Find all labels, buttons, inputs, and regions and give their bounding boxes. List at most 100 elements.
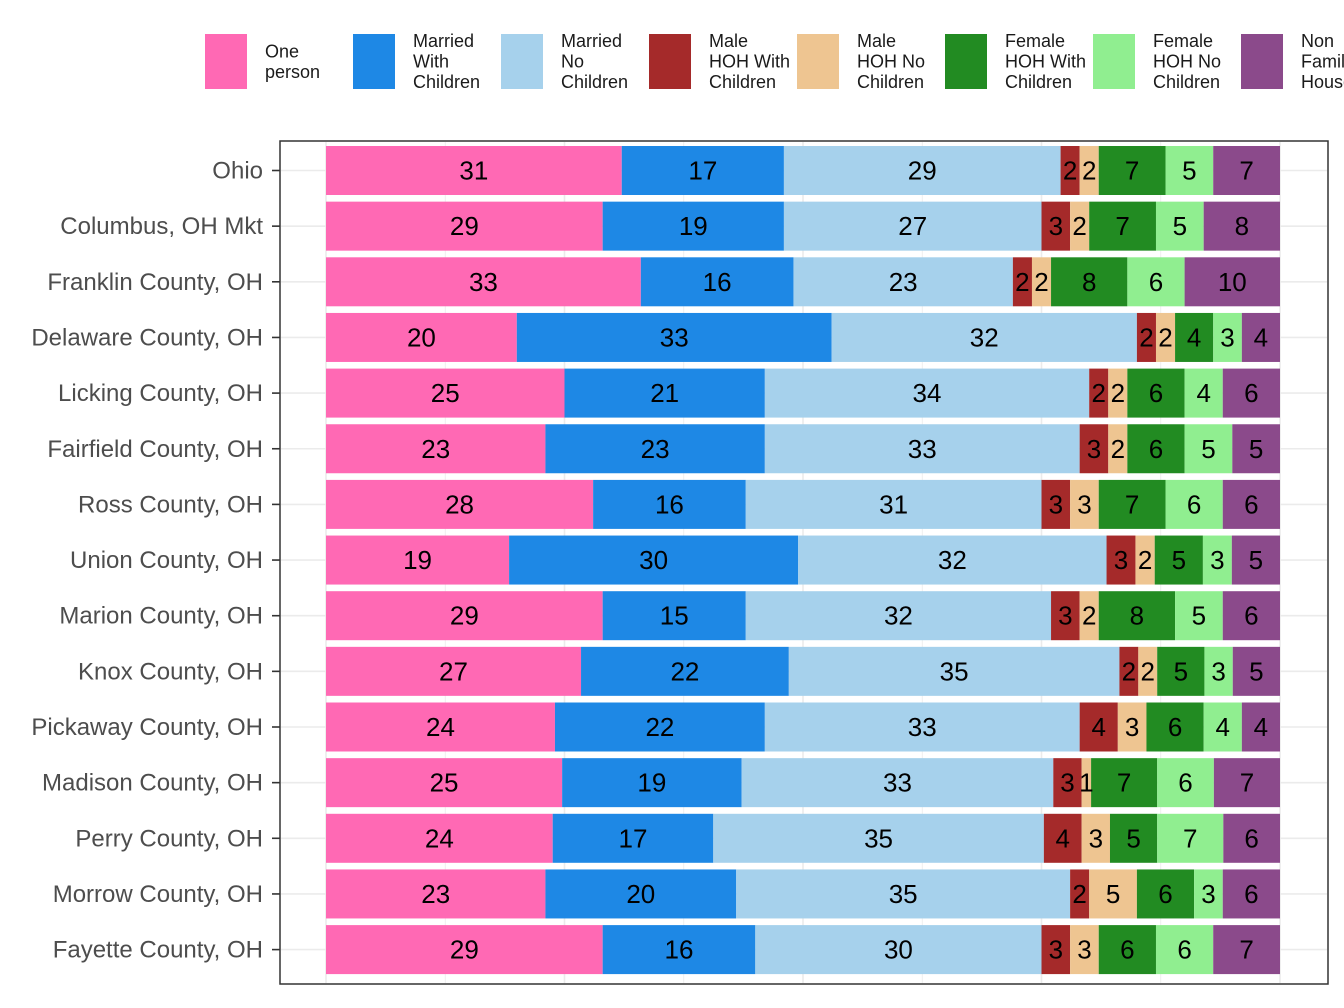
bar-female-hoh-with-children	[1091, 758, 1158, 808]
data-label: 29	[908, 156, 937, 186]
legend-label: Male	[709, 31, 748, 51]
data-label: 33	[883, 768, 912, 798]
bar-married-no-children	[755, 925, 1042, 975]
y-tick-label: Licking County, OH	[58, 380, 263, 407]
bar-male-hoh-no-children	[1031, 257, 1052, 307]
data-label: 19	[679, 211, 708, 241]
legend-label: With	[413, 52, 449, 72]
bar-married-no-children	[831, 312, 1137, 362]
data-label: 6	[1187, 489, 1201, 519]
data-label: 5	[1201, 434, 1215, 464]
bar-male-hoh-with-children	[1051, 591, 1080, 641]
bar-married-with-children	[640, 257, 794, 307]
data-label: 6	[1244, 489, 1258, 519]
data-label: 19	[637, 768, 666, 798]
bar-male-hoh-with-children	[1041, 925, 1071, 975]
data-label: 2	[1111, 378, 1125, 408]
bar-non-family-households	[1222, 591, 1280, 641]
data-label: 33	[469, 267, 498, 297]
bar-female-hoh-no-children	[1127, 257, 1185, 307]
bar-one-person	[326, 368, 565, 418]
bar-male-hoh-with-children	[1079, 702, 1118, 752]
bar-male-hoh-no-children	[1079, 146, 1099, 195]
bar-male-hoh-no-children	[1070, 925, 1099, 975]
bar-non-family-households	[1213, 925, 1280, 975]
legend-label: HOH With	[1005, 52, 1086, 72]
y-tick-label: Madison County, OH	[42, 770, 263, 797]
bar-married-with-children	[552, 813, 714, 863]
legend-key	[945, 34, 987, 89]
bar-married-with-children	[564, 368, 765, 418]
data-label: 3	[1060, 768, 1074, 798]
data-label: 6	[1178, 768, 1192, 798]
legend-key	[797, 34, 839, 89]
data-label: 30	[639, 545, 668, 575]
data-label: 8	[1235, 211, 1249, 241]
bar-female-hoh-with-children	[1136, 869, 1195, 919]
data-label: 3	[1125, 712, 1139, 742]
bar-female-hoh-no-children	[1155, 925, 1214, 975]
bar-male-hoh-no-children	[1081, 813, 1110, 863]
bar-male-hoh-with-children	[1012, 257, 1032, 307]
data-label: 29	[450, 211, 479, 241]
bar-married-with-children	[602, 925, 756, 975]
bar-one-person	[326, 646, 582, 696]
bar-male-hoh-with-children	[1106, 535, 1136, 585]
legend-item-non-family-households: NonFamilyHouseholds	[1241, 31, 1344, 92]
data-label: 32	[970, 322, 999, 352]
data-label: 3	[1211, 656, 1225, 686]
data-label: 16	[665, 935, 694, 965]
data-label: 6	[1158, 879, 1172, 909]
bar-female-hoh-no-children	[1184, 424, 1233, 474]
bar-non-family-households	[1222, 368, 1280, 418]
data-label: 25	[431, 378, 460, 408]
y-tick-label: Perry County, OH	[75, 825, 263, 852]
data-label: 2	[1092, 378, 1106, 408]
data-label: 4	[1216, 712, 1230, 742]
bar-male-hoh-no-children	[1138, 646, 1158, 696]
legend-label: Married	[561, 31, 622, 51]
data-label: 6	[1168, 712, 1182, 742]
legend-key	[1093, 34, 1135, 89]
y-axis-ticks	[272, 169, 280, 951]
data-label: 24	[425, 823, 454, 853]
data-label: 7	[1239, 156, 1253, 186]
legend-label: HOH With	[709, 52, 790, 72]
data-label: 3	[1049, 935, 1063, 965]
data-label: 3	[1077, 489, 1091, 519]
data-label: 6	[1244, 378, 1258, 408]
legend-label: One	[265, 41, 299, 61]
data-label: 15	[660, 601, 689, 631]
data-label: 6	[1244, 823, 1258, 853]
bar-non-family-households	[1222, 479, 1280, 529]
data-label: 6	[1149, 378, 1163, 408]
bar-female-hoh-with-children	[1098, 925, 1156, 975]
legend-label: Children	[709, 72, 776, 92]
bar-non-family-households	[1213, 758, 1280, 808]
bar-married-with-children	[621, 146, 784, 195]
bar-married-with-children	[509, 535, 799, 585]
data-label: 6	[1177, 935, 1191, 965]
data-label: 23	[641, 434, 670, 464]
data-label: 4	[1092, 712, 1106, 742]
data-label: 23	[421, 879, 450, 909]
data-label: 5	[1182, 156, 1196, 186]
data-label: 3	[1089, 823, 1103, 853]
bar-female-hoh-no-children	[1157, 758, 1214, 808]
bar-male-hoh-with-children	[1119, 646, 1139, 696]
bar-married-with-children	[602, 591, 746, 641]
y-tick-label: Knox County, OH	[78, 658, 263, 685]
data-label: 7	[1240, 768, 1254, 798]
bar-married-no-children	[745, 479, 1042, 529]
bar-female-hoh-with-children	[1098, 146, 1166, 195]
bar-female-hoh-no-children	[1155, 201, 1204, 251]
data-label: 16	[703, 267, 732, 297]
data-label: 6	[1120, 935, 1134, 965]
data-label: 20	[407, 322, 436, 352]
data-label: 22	[645, 712, 674, 742]
bar-one-person	[326, 479, 594, 529]
